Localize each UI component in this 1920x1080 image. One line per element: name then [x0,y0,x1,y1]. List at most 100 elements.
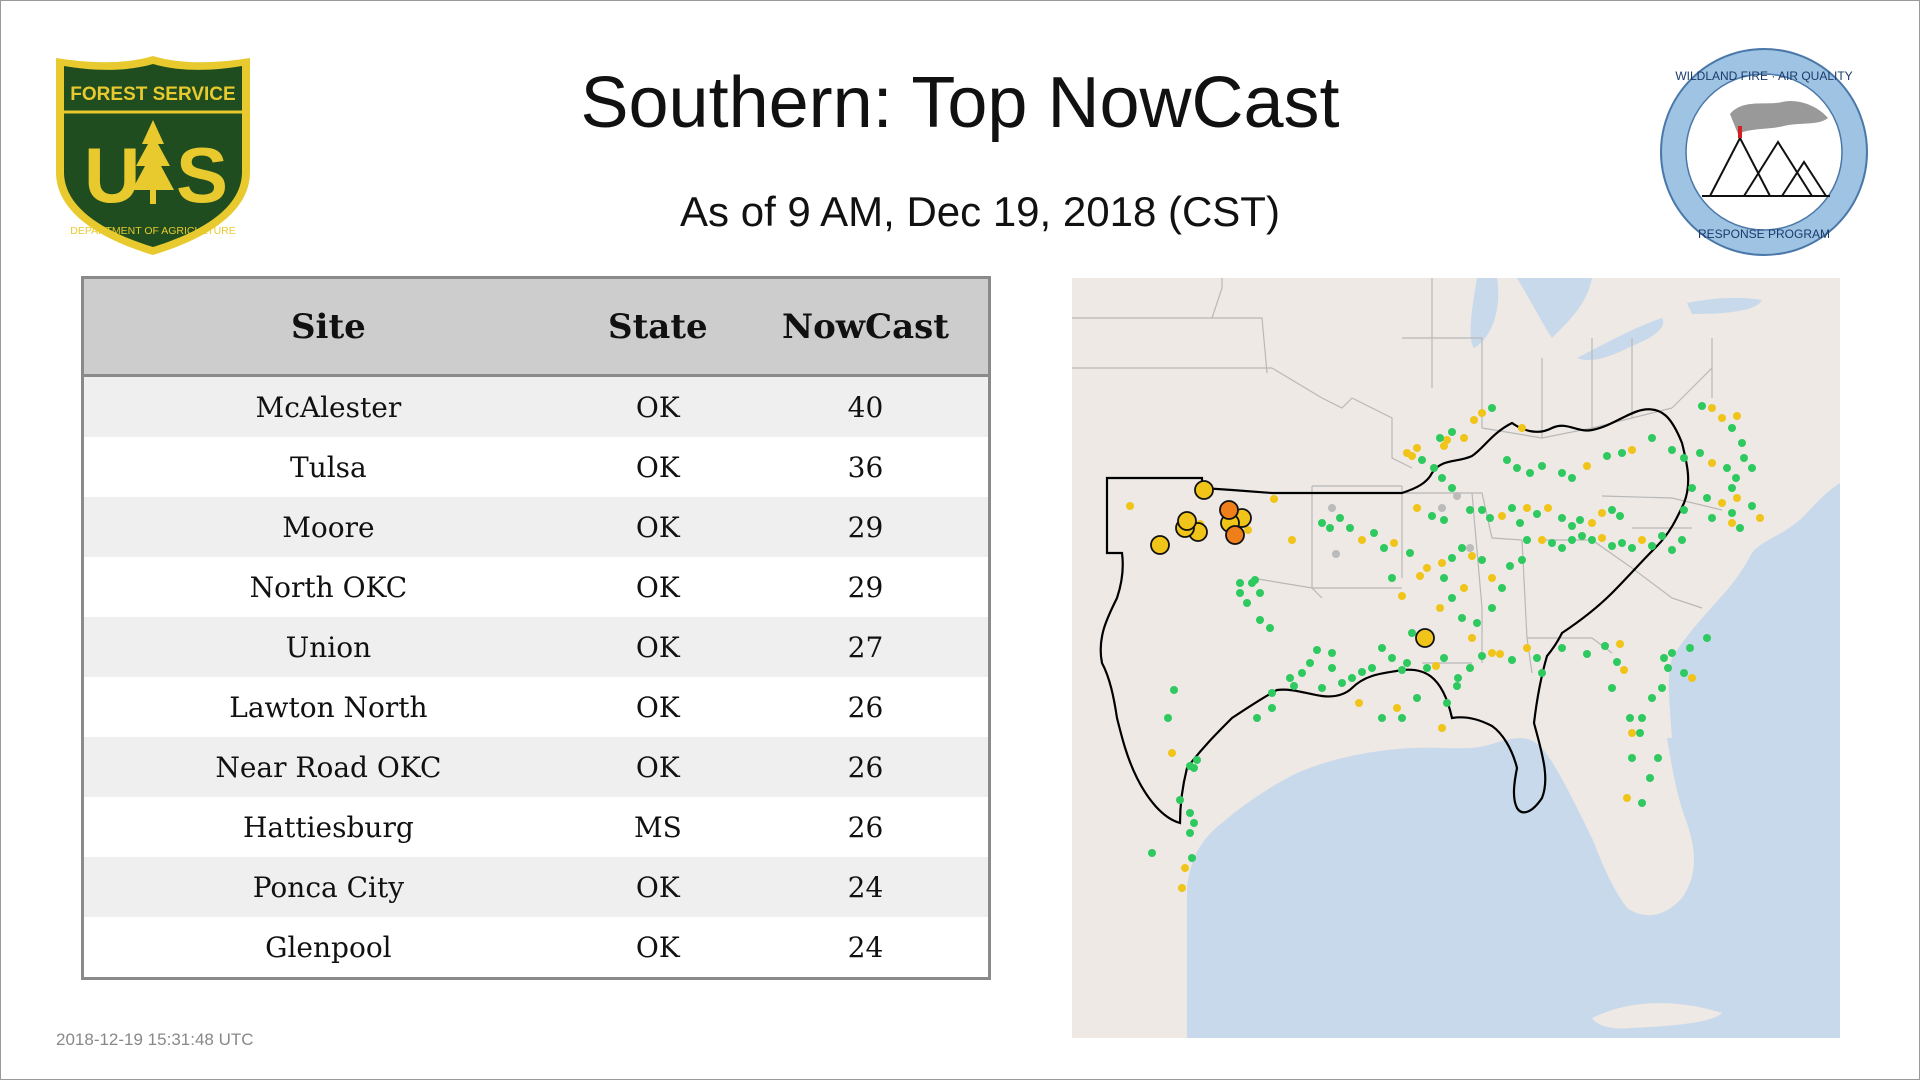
monitor-point [1164,714,1172,722]
monitor-point [1728,484,1736,492]
cuba [1592,1003,1722,1029]
page-subtitle: As of 9 AM, Dec 19, 2018 (CST) [680,188,1280,235]
header-site: Site [82,277,573,377]
monitor-point [1486,514,1494,522]
monitor-point [1508,504,1516,512]
lake-huron [1517,278,1592,338]
monitor-point [1336,514,1344,522]
monitor-point [1533,510,1541,518]
monitor-point [1703,494,1711,502]
nowcast-cell: 26 [742,677,990,737]
monitor-point [1298,669,1306,677]
monitor-point [1588,519,1596,527]
monitor-point [1423,564,1431,572]
monitor-point [1390,539,1398,547]
top-nowcast-site-marker [1219,500,1239,520]
monitor-point [1638,714,1646,722]
monitor-point [1608,506,1616,514]
nowcast-cell: 29 [742,557,990,617]
monitor-point [1680,669,1688,677]
site-cell: Lawton North [82,677,573,737]
monitor-point [1686,644,1694,652]
monitor-point [1538,669,1546,677]
monitor-point [1733,494,1741,502]
monitor-point [1488,404,1496,412]
svg-text:S: S [176,131,228,219]
monitor-point [1613,658,1621,666]
monitor-point [1326,524,1334,532]
site-cell: Ponca City [82,857,573,917]
monitor-point [1568,536,1576,544]
nowcast-table: Site State NowCast McAlester OK 40 Tulsa OK… [81,276,991,980]
monitor-point [1266,624,1274,632]
monitor-point [1654,754,1662,762]
table-header-row: Site State NowCast [82,277,990,377]
monitor-point [1756,514,1764,522]
monitor-point [1748,464,1756,472]
site-cell: Tulsa [82,437,573,497]
monitor-point [1648,542,1656,550]
monitor-point [1286,674,1294,682]
lake-michigan [1470,278,1499,348]
monitor-point [1328,504,1336,512]
monitor-point [1318,684,1326,692]
monitor-point [1443,436,1451,444]
monitor-point [1393,704,1401,712]
monitor-point [1636,729,1644,737]
monitor-point [1256,616,1264,624]
monitor-point [1628,754,1636,762]
monitor-point [1248,579,1256,587]
monitor-point [1728,424,1736,432]
svg-text:WILDLAND FIRE · AIR QUALITY: WILDLAND FIRE · AIR QUALITY [1675,69,1852,83]
monitor-point [1346,524,1354,532]
monitor-point [1558,514,1566,522]
state-cell: OK [572,437,743,497]
monitor-point [1628,729,1636,737]
monitor-point [1244,526,1252,534]
monitor-point [1448,484,1456,492]
monitor-point [1738,439,1746,447]
nowcast-cell: 24 [742,917,990,979]
monitor-point [1638,799,1646,807]
monitor-point [1448,594,1456,602]
monitor-point [1398,666,1406,674]
monitor-point [1680,454,1688,462]
monitor-point [1732,474,1740,482]
svg-text:DEPARTMENT OF AGRICULTURE: DEPARTMENT OF AGRICULTURE [70,225,236,237]
monitor-point [1448,554,1456,562]
monitor-point [1186,809,1194,817]
monitor-point [1503,456,1511,464]
monitor-point [1478,409,1486,417]
monitor-point [1628,544,1636,552]
monitor-point [1638,536,1646,544]
monitor-point [1723,464,1731,472]
nowcast-cell: 29 [742,497,990,557]
monitor-point [1380,544,1388,552]
monitor-point [1388,574,1396,582]
monitor-point [1423,664,1431,672]
monitor-point [1478,652,1486,660]
monitor-point [1526,469,1534,477]
monitor-point [1460,434,1468,442]
monitor-point [1458,544,1466,552]
monitor-point [1523,536,1531,544]
monitor-point [1470,416,1478,424]
monitor-point [1468,634,1476,642]
nowcast-cell: 40 [742,375,990,437]
state-cell: OK [572,917,743,979]
table-row: Union OK 27 [82,617,990,677]
monitor-point [1668,546,1676,554]
monitor-point [1176,796,1184,804]
top-nowcast-site-marker [1194,480,1214,500]
monitor-point [1538,462,1546,470]
monitor-point [1623,794,1631,802]
monitor-point [1688,484,1696,492]
table-row: North OKC OK 29 [82,557,990,617]
monitor-point [1703,634,1711,642]
nowcast-cell: 26 [742,797,990,857]
monitor-point [1413,504,1421,512]
monitor-point [1488,649,1496,657]
monitor-point [1718,499,1726,507]
gulf-of-mexico [1187,738,1840,1038]
monitor-point [1680,506,1688,514]
